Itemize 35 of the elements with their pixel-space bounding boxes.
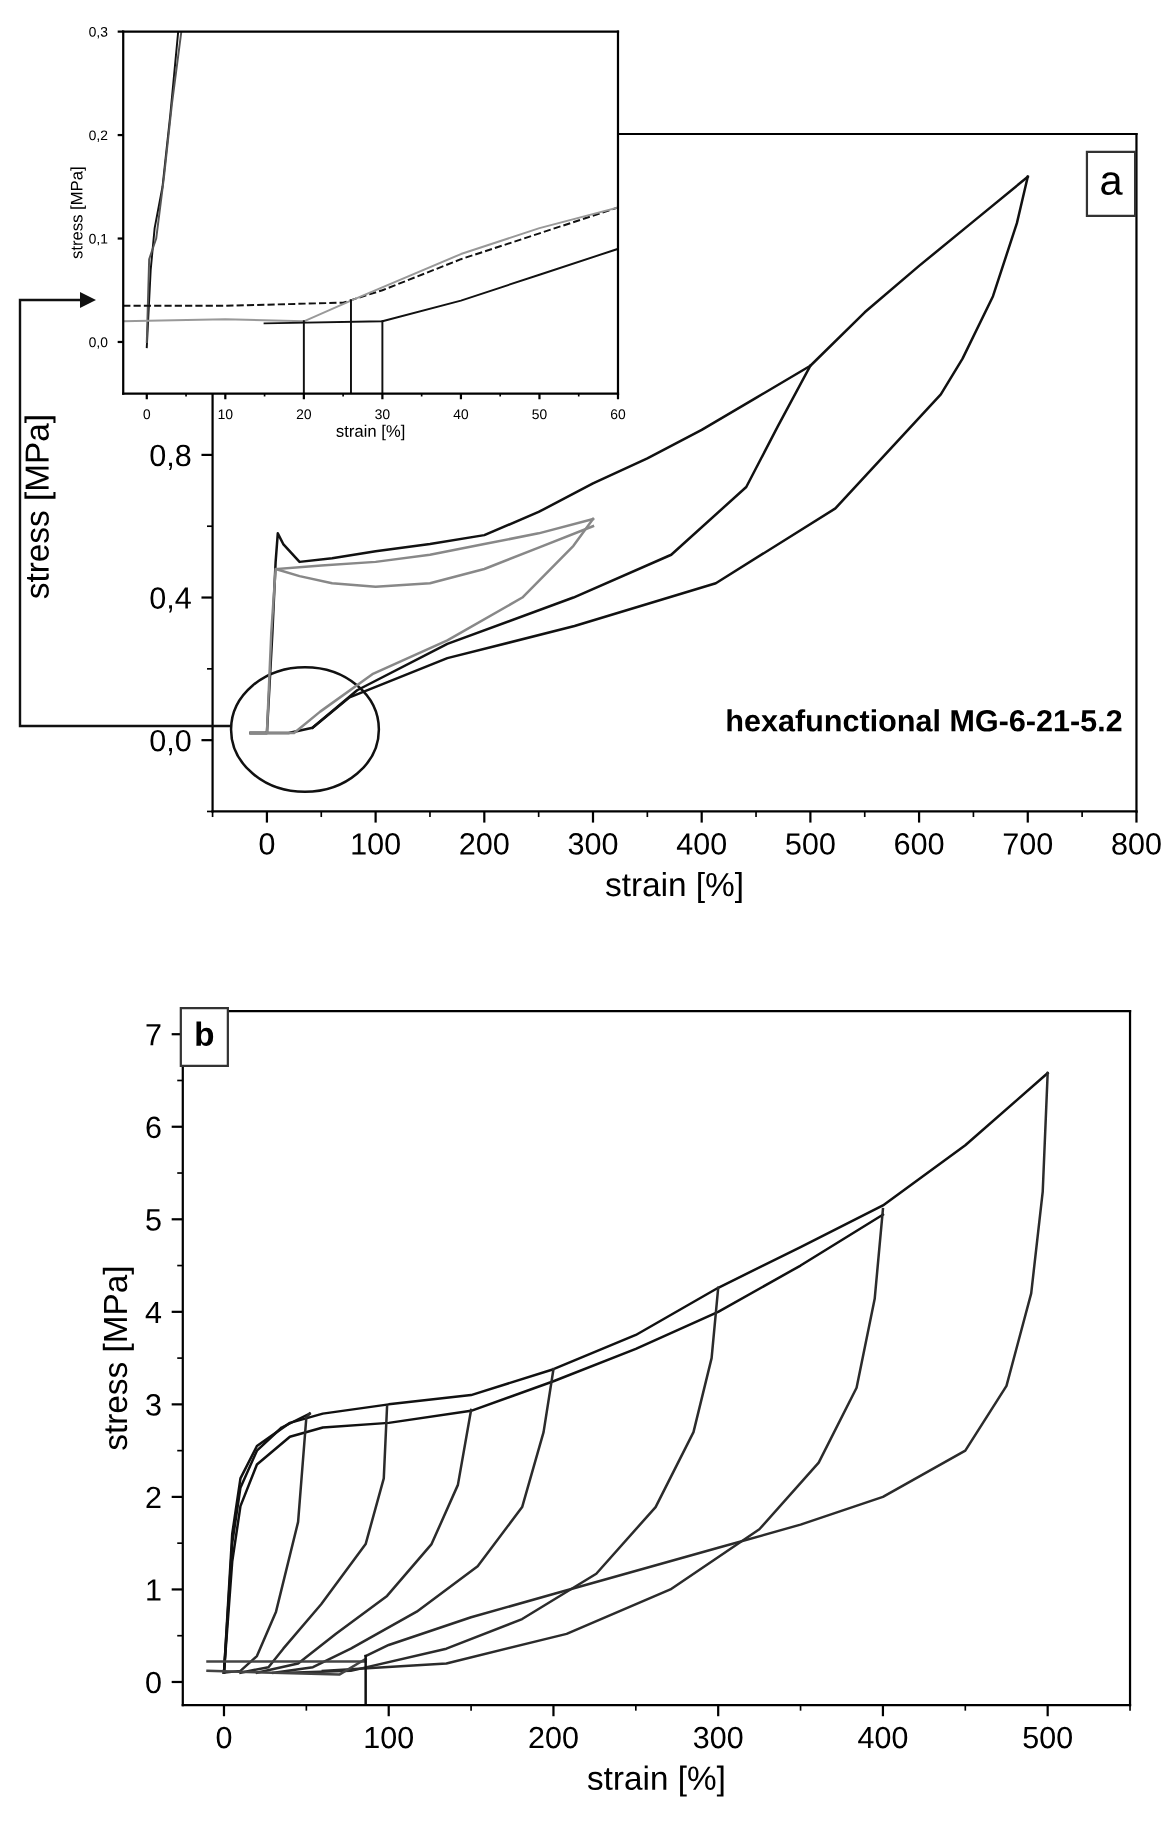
y-tick-label: 6: [146, 1116, 161, 1139]
x-tick-label: 800: [1112, 833, 1161, 855]
y-tick-label: 0: [146, 1671, 161, 1694]
y-axis-title: stress [MPa]: [102, 1267, 134, 1450]
y-tick-label: 4: [145, 1301, 162, 1323]
y-axis-title: stress [MPa]: [24, 416, 56, 599]
x-tick-label: 200: [460, 833, 509, 855]
y-tick-label: 2: [146, 1486, 161, 1508]
x-tick-label: 500: [786, 833, 835, 855]
annotation: hexafunctional MG-6-21-5.2: [727, 709, 1122, 732]
annotation: b: [196, 1021, 214, 1046]
x-tick-label: 600: [895, 833, 944, 855]
x-tick-label: 0: [259, 833, 275, 855]
y-tick-label: 7: [146, 1024, 161, 1046]
x-tick-label: 400: [858, 1726, 908, 1749]
x-tick-label: 300: [693, 1726, 743, 1749]
y-tick-label: 3: [146, 1394, 161, 1416]
y-axis-title: stress [MPa]: [70, 167, 86, 259]
x-axis-title: strain [%]: [336, 424, 405, 441]
y-tick-label: 5: [146, 1209, 161, 1231]
x-tick-label: 100: [365, 1726, 414, 1749]
y-tick-label: 1: [147, 1579, 161, 1601]
x-tick-label: 200: [529, 1726, 578, 1749]
x-tick-label: 0: [216, 1726, 232, 1749]
x-tick-label: 400: [676, 833, 726, 855]
x-tick-label: 300: [568, 833, 618, 855]
annotation: a: [1101, 172, 1123, 196]
x-tick-label: 700: [1003, 833, 1053, 855]
x-axis-title: strain [%]: [587, 1765, 724, 1797]
x-axis-title: strain [%]: [605, 871, 742, 903]
x-tick-label: 100: [352, 833, 400, 855]
y-tick-label: 0,0: [150, 729, 191, 756]
y-tick-label: 0,4: [150, 587, 191, 613]
y-tick-label: 0,8: [150, 444, 191, 470]
x-tick-label: 500: [1023, 1726, 1072, 1749]
